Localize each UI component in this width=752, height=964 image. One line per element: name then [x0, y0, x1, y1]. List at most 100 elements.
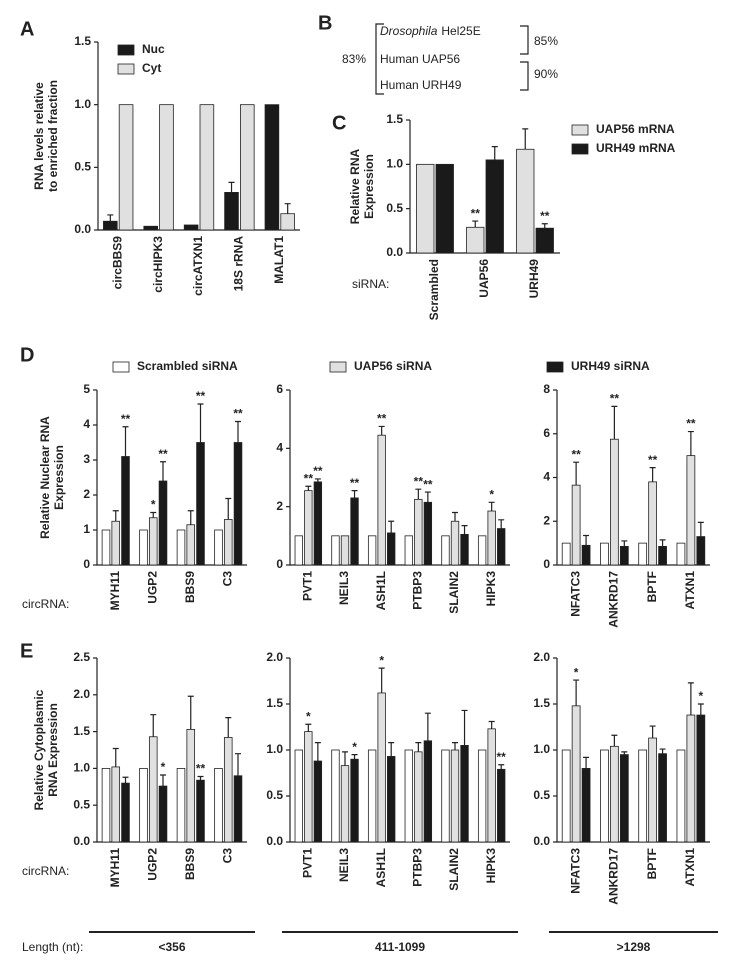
error-bar [107, 214, 114, 222]
y-tick-label: 4 [276, 441, 283, 455]
bar [239, 104, 255, 231]
length-group: <356 [158, 940, 185, 954]
error-bar [687, 430, 694, 456]
y-tick-label: 0 [276, 557, 283, 571]
panel-label: C [332, 112, 346, 134]
error-bar [611, 405, 618, 440]
x-tick-label: ATXN1 [683, 571, 697, 610]
x-tick-label: circHIPK3 [151, 236, 165, 293]
x-tick-label: PVT1 [301, 571, 315, 601]
y-tick-label: 1.5 [386, 112, 403, 126]
significance: ** [233, 407, 243, 421]
bar [561, 749, 571, 843]
y-tick-label: 0.5 [266, 788, 283, 802]
error-bar [659, 539, 666, 547]
bar [121, 782, 130, 843]
error-bar [314, 478, 321, 482]
x-tick-label: UGP2 [145, 571, 159, 604]
error-bar [197, 403, 204, 443]
bar [487, 728, 496, 843]
x-tick-label: SLAIN2 [447, 848, 461, 891]
bar [658, 753, 667, 843]
significance: ** [304, 471, 314, 485]
x-tick-label: ATXN1 [683, 848, 697, 887]
significance: ** [121, 412, 131, 426]
bar [111, 520, 121, 566]
y-tick-label: 1.5 [73, 724, 90, 738]
error-bar [498, 519, 505, 529]
y-tick-label: 0 [543, 557, 550, 571]
x-tick-label: MYH11 [108, 848, 122, 888]
bar [571, 484, 581, 566]
bar [619, 754, 629, 843]
bar [435, 163, 454, 254]
y-tick-label: 2.0 [533, 650, 550, 664]
significance: ** [313, 464, 323, 478]
y-tick-label: 0.0 [73, 834, 90, 848]
bar [199, 104, 215, 231]
bar [581, 544, 591, 566]
bar [367, 749, 377, 843]
error-bar [659, 748, 666, 754]
bar [139, 768, 148, 843]
bar [264, 104, 280, 231]
bar [460, 533, 469, 566]
y-tick-label: 1.0 [74, 97, 91, 111]
x-tick-label: BPTF [645, 848, 659, 879]
bar [223, 519, 233, 566]
bar [450, 749, 460, 843]
bar [313, 760, 323, 843]
y-tick-label: 1.5 [266, 696, 283, 710]
significance: ** [196, 762, 206, 776]
error-bar [621, 751, 628, 755]
error-bar [351, 754, 358, 760]
x-tick-label: C3 [220, 848, 234, 864]
error-bar [225, 717, 232, 738]
significance: ** [350, 476, 360, 490]
bar [350, 758, 359, 843]
error-bar [305, 485, 312, 491]
error-bar [452, 511, 458, 522]
error-bar [112, 747, 119, 767]
significance: * [151, 498, 156, 512]
error-bar [488, 720, 495, 729]
y-tick-label: 0.0 [533, 834, 550, 848]
y-tick-label: 1.5 [74, 34, 91, 48]
error-bar [415, 742, 422, 752]
bar [233, 775, 243, 843]
bar [497, 528, 506, 566]
error-bar [388, 742, 395, 757]
bar [516, 148, 535, 254]
panel-label: E [20, 640, 33, 662]
bar [423, 740, 433, 843]
identity: 85% [534, 34, 558, 48]
y-tick-label: 2.5 [73, 650, 90, 664]
bar [304, 490, 313, 566]
y-tick-label: 4 [543, 470, 550, 484]
length-group: >1298 [617, 940, 651, 954]
error-bar [305, 723, 312, 732]
x-tick-label: NFATC3 [568, 571, 582, 617]
y-tick-label: 1.0 [533, 742, 550, 756]
x-tick-label: ANKRD17 [607, 571, 621, 628]
bar [696, 536, 706, 566]
legend-swatch [329, 361, 347, 373]
x-tick-label: MYH11 [108, 571, 122, 611]
y-tick-label: 2.0 [266, 650, 283, 664]
y-tick-label: 0.0 [74, 222, 91, 236]
x-tick-label: 18S rRNA [232, 236, 246, 292]
bar [186, 524, 196, 566]
y-tick-label: 2 [543, 513, 550, 527]
y-axis-label: Relative Nuclear RNA [38, 416, 52, 539]
legend-label: UAP56 mRNA [596, 122, 675, 136]
bar [404, 749, 413, 843]
x-tick-label: circBBS9 [110, 236, 124, 290]
x-prefix: circRNA: [22, 597, 69, 611]
error-bar [378, 425, 385, 436]
bar [610, 745, 619, 843]
gene: Hel25E [441, 24, 480, 38]
panel-label: A [20, 18, 34, 40]
error-bar [122, 426, 129, 457]
bar [159, 104, 174, 231]
panel-label: D [20, 344, 34, 366]
